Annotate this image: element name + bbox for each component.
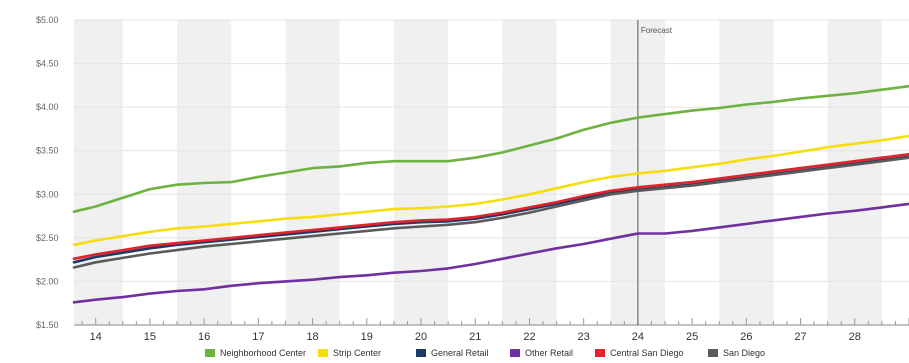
x-tick-label: 19 bbox=[361, 331, 373, 343]
x-tick-label: 21 bbox=[469, 331, 481, 343]
y-tick-label: $4.00 bbox=[36, 102, 59, 112]
legend-item-central-san-diego: Central San Diego bbox=[595, 348, 684, 358]
legend-swatch bbox=[595, 349, 605, 357]
band-20 bbox=[393, 20, 449, 325]
series-line-central-san-diego bbox=[72, 152, 909, 261]
legend-item-neighborhood-center: Neighborhood Center bbox=[205, 348, 306, 358]
series-line-neighborhood-center bbox=[72, 84, 909, 213]
x-tick-label: 14 bbox=[90, 331, 102, 343]
legend-swatch bbox=[318, 349, 328, 357]
legend-label: Strip Center bbox=[333, 348, 381, 358]
x-tick-label: 22 bbox=[523, 331, 535, 343]
x-tick-label: 24 bbox=[632, 331, 644, 343]
series-line-strip-center bbox=[72, 134, 909, 247]
legend-item-san-diego: San Diego bbox=[708, 348, 765, 358]
band-16 bbox=[177, 20, 232, 325]
x-tick-label: 26 bbox=[740, 331, 752, 343]
legend-label: Other Retail bbox=[525, 348, 573, 358]
band-14 bbox=[74, 20, 123, 325]
x-tick-label: 17 bbox=[252, 331, 264, 343]
y-tick-label: $2.50 bbox=[36, 233, 59, 243]
legend-label: San Diego bbox=[723, 348, 765, 358]
legend-swatch bbox=[510, 349, 520, 357]
x-tick-label: 28 bbox=[849, 331, 861, 343]
band-22 bbox=[502, 20, 557, 325]
legend-label: General Retail bbox=[431, 348, 489, 358]
x-tick-label: 16 bbox=[198, 331, 210, 343]
y-axis: $1.50 $2.00 $2.50 $3.00 $3.50 $4.00 $4.50 $5.00 bbox=[36, 15, 59, 330]
x-tick-label: 27 bbox=[794, 331, 806, 343]
forecast-label: Forecast bbox=[641, 26, 673, 35]
band-28 bbox=[827, 20, 882, 325]
x-tick-label: 25 bbox=[686, 331, 698, 343]
y-tick-label: $4.50 bbox=[36, 59, 59, 69]
y-tick-label: $3.00 bbox=[36, 189, 59, 199]
series-lines bbox=[72, 84, 909, 304]
y-tick-label: $1.50 bbox=[36, 320, 59, 330]
legend-item-other-retail: Other Retail bbox=[510, 348, 573, 358]
y-tick-label: $3.50 bbox=[36, 146, 59, 156]
legend-label: Central San Diego bbox=[610, 348, 684, 358]
legend-swatch bbox=[416, 349, 426, 357]
legend-item-general-retail: General Retail bbox=[416, 348, 489, 358]
legend-swatch bbox=[708, 349, 718, 357]
x-tick-label: 15 bbox=[144, 331, 156, 343]
legend: Neighborhood Center Strip Center General R… bbox=[205, 348, 765, 358]
y-tick-label: $2.00 bbox=[36, 276, 59, 286]
legend-label: Neighborhood Center bbox=[220, 348, 306, 358]
band-18 bbox=[285, 20, 340, 325]
series-line-san-diego bbox=[72, 156, 909, 269]
legend-swatch bbox=[205, 349, 215, 357]
x-tick-label: 23 bbox=[578, 331, 590, 343]
legend-item-strip-center: Strip Center bbox=[318, 348, 381, 358]
x-tick-label: 18 bbox=[306, 331, 318, 343]
y-tick-label: $5.00 bbox=[36, 15, 59, 25]
series-line-other-retail bbox=[72, 202, 909, 304]
x-tick-label: 20 bbox=[415, 331, 427, 343]
